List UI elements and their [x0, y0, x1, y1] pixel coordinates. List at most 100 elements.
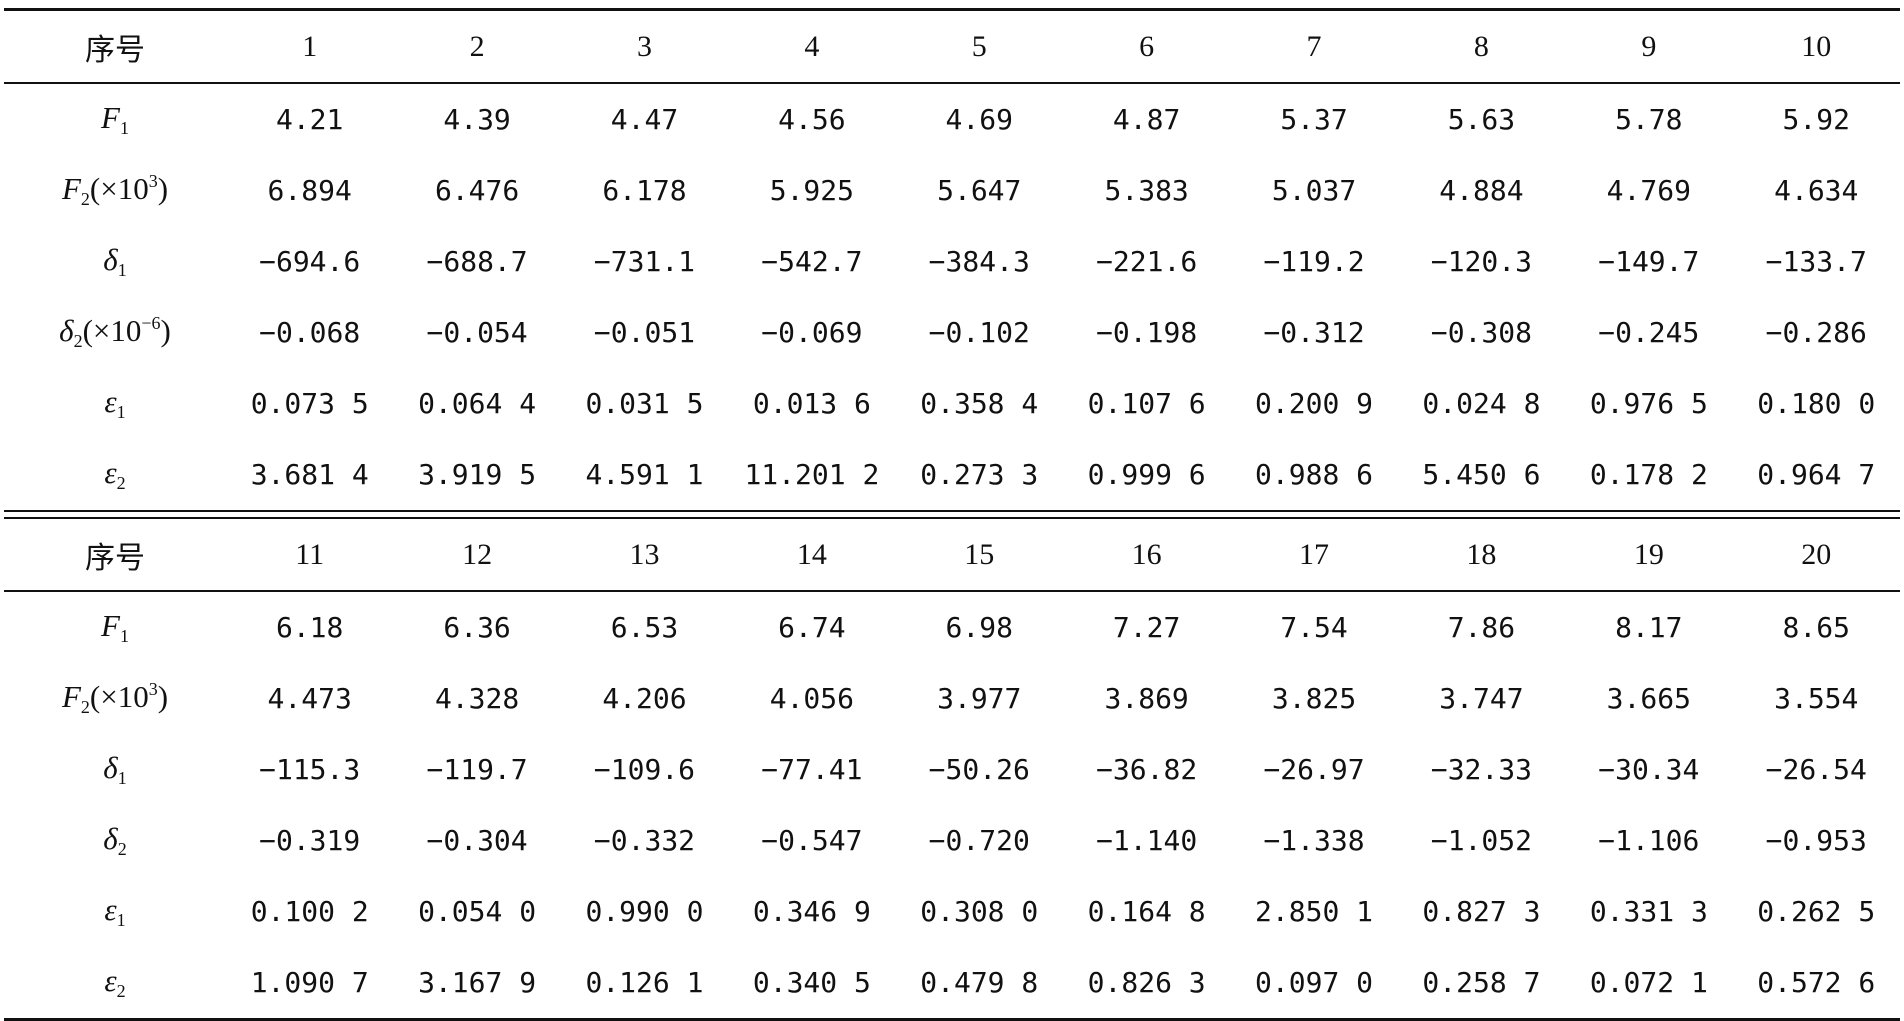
table-cell: −1.052 — [1430, 824, 1532, 857]
row-subscript: 1 — [116, 910, 126, 930]
table-cell: 0.178 2 — [1565, 439, 1733, 512]
row-symbol: δ — [59, 313, 74, 348]
table-cell: 0.258 7 — [1397, 947, 1566, 1021]
table-row: ε2 3.681 4 3.919 5 4.591 1 11.201 2 0.273 3 0.… — [4, 439, 1900, 512]
table-row: δ2(×10−6) −0.068 −0.054 −0.051 −0.069 −0.102 −… — [4, 297, 1900, 368]
column-header: 16 — [1062, 517, 1231, 592]
table-cell: 0.097 0 — [1230, 947, 1398, 1021]
table-cell: 4.056 — [769, 682, 855, 715]
table-cell: 6.98 — [945, 611, 1013, 644]
column-header: 3 — [560, 8, 729, 84]
row-symbol: ε — [104, 892, 117, 927]
table-cell: 3.665 — [1606, 682, 1691, 715]
table-cell: 0.054 0 — [418, 895, 537, 928]
row-label: F2(×103) — [4, 155, 226, 226]
table-cell: 7.86 — [1447, 611, 1516, 644]
table-cell: −77.41 — [761, 753, 863, 786]
row-label: δ2(×10−6) — [4, 297, 226, 368]
table-cell: 5.92 — [1782, 103, 1850, 136]
row-unit-prefix: (×10 — [89, 171, 149, 206]
table-cell: −0.245 — [1598, 316, 1700, 349]
column-header: 10 — [1732, 8, 1900, 84]
row-symbol: F — [101, 608, 120, 643]
table-cell: 6.18 — [275, 611, 344, 644]
row-symbol: ε — [104, 963, 117, 998]
table-cell: 0.072 1 — [1565, 947, 1733, 1021]
row-unit-prefix: (×10 — [89, 679, 149, 714]
table-cell: −30.34 — [1598, 753, 1700, 786]
row-symbol: ε — [104, 384, 117, 419]
table-row: δ1 −694.6 −688.7 −731.1 −542.7 −384.3 −221.6 −1… — [4, 226, 1900, 297]
data-table-container: 序号 1 2 3 4 5 6 7 8 9 10 F1 4.21 4.39 4.47 4.56 4.69 4.87 5… — [4, 8, 1900, 1021]
table-cell: 7.54 — [1280, 611, 1348, 644]
row-subscript: 2 — [80, 697, 90, 717]
table-cell: 1.090 7 — [226, 947, 394, 1021]
table-cell: 5.383 — [1104, 174, 1189, 207]
table-cell: −542.7 — [761, 245, 863, 278]
row-label: F1 — [4, 83, 226, 155]
section-separator — [4, 511, 1900, 518]
table-cell: 0.346 9 — [752, 895, 871, 928]
table-cell: −0.054 — [426, 316, 528, 349]
table-cell: 6.476 — [434, 174, 520, 207]
table-cell: 4.328 — [434, 682, 520, 715]
column-header: 5 — [895, 8, 1063, 84]
table-cell: 3.869 — [1104, 682, 1189, 715]
table-cell: 0.572 6 — [1732, 947, 1900, 1021]
table-cell: −115.3 — [259, 753, 361, 786]
row-subscript: 2 — [116, 473, 126, 493]
table-row: δ1 −115.3 −119.7 −109.6 −77.41 −50.26 −36.82 −2… — [4, 734, 1900, 805]
row-unit-exponent: 3 — [148, 171, 158, 191]
table-row: F1 6.18 6.36 6.53 6.74 6.98 7.27 7.54 7.86 8.17 8.… — [4, 591, 1900, 663]
table-row: F2(×103) 4.473 4.328 4.206 4.056 3.977 3.869 3.… — [4, 663, 1900, 734]
table-cell: 4.473 — [267, 682, 352, 715]
header-label: 序号 — [4, 8, 226, 84]
table-cell: 0.990 0 — [585, 895, 704, 928]
row-subscript: 2 — [80, 189, 90, 209]
table-cell: 4.39 — [443, 103, 511, 136]
row-label: δ1 — [4, 226, 226, 297]
row-subscript: 1 — [117, 260, 127, 280]
table-cell: 5.78 — [1615, 103, 1683, 136]
table-cell: 0.988 6 — [1230, 439, 1398, 512]
column-header: 17 — [1230, 517, 1398, 592]
row-unit-exponent: −6 — [141, 313, 161, 333]
row-symbol: F — [61, 679, 81, 714]
table-cell: 4.206 — [602, 682, 687, 715]
table-cell: 0.164 8 — [1087, 895, 1206, 928]
table-cell: 0.273 3 — [895, 439, 1063, 512]
column-header: 9 — [1565, 8, 1733, 84]
row-subscript: 2 — [116, 981, 126, 1001]
table-row: ε2 1.090 7 3.167 9 0.126 1 0.340 5 0.479 8 0.8… — [4, 947, 1900, 1021]
column-header: 20 — [1732, 517, 1900, 592]
table-cell: 5.450 6 — [1397, 439, 1566, 512]
table-row: F1 4.21 4.39 4.47 4.56 4.69 4.87 5.37 5.63 5.78 5.… — [4, 83, 1900, 155]
table-cell: −384.3 — [928, 245, 1030, 278]
table-cell: 0.073 5 — [250, 387, 369, 420]
column-header: 14 — [728, 517, 896, 592]
row-unit-prefix: (×10 — [82, 313, 142, 348]
row-label: ε2 — [4, 439, 226, 512]
table-cell: 0.964 7 — [1732, 439, 1900, 512]
separator-cell — [4, 511, 1900, 518]
row-label: δ2 — [4, 805, 226, 876]
table-cell: −26.97 — [1263, 753, 1365, 786]
row-unit-suffix: ) — [157, 679, 169, 714]
row-label: ε1 — [4, 368, 226, 439]
table-cell: 0.308 0 — [920, 895, 1039, 928]
row-label: F1 — [4, 591, 226, 663]
row-symbol: F — [61, 171, 81, 206]
table-cell: −120.3 — [1430, 245, 1532, 278]
table-cell: 0.180 0 — [1757, 387, 1876, 420]
table-cell: 8.65 — [1782, 611, 1850, 644]
row-symbol: δ — [103, 242, 118, 277]
table-cell: 4.87 — [1112, 103, 1181, 136]
table-cell: 4.884 — [1439, 174, 1524, 207]
table-cell: 0.358 4 — [920, 387, 1039, 420]
table-cell: −1.140 — [1096, 824, 1198, 857]
column-header: 18 — [1397, 517, 1566, 592]
column-header: 1 — [226, 8, 394, 84]
table-cell: 0.976 5 — [1589, 387, 1708, 420]
row-symbol: δ — [103, 821, 118, 856]
table-cell: 6.74 — [778, 611, 846, 644]
